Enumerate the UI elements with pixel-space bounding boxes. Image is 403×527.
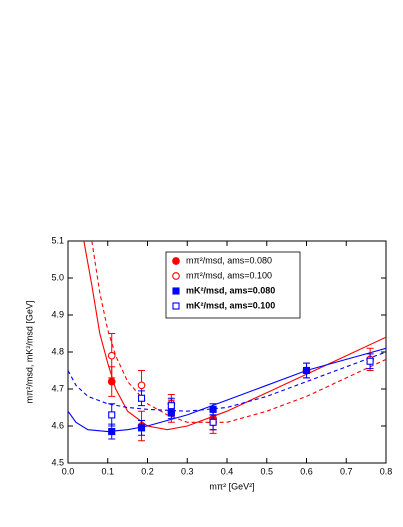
legend-marker <box>172 302 180 310</box>
x-axis-title: mπ² [GeV²] <box>209 481 254 491</box>
fit-line <box>91 241 386 423</box>
x-tick-label: 0.2 <box>141 466 154 476</box>
x-tick-label: 0.6 <box>300 466 313 476</box>
legend-label: mK²/msd, ams=0.080 <box>186 285 275 295</box>
y-tick-label: 4.7 <box>51 383 64 393</box>
y-tick-label: 5.1 <box>51 235 64 245</box>
y-tick-label: 5.0 <box>51 272 64 282</box>
marker <box>137 381 146 390</box>
x-tick-label: 0.0 <box>62 466 75 476</box>
legend-marker <box>172 287 180 295</box>
marker <box>137 424 146 432</box>
y-axis-title: mπ²/msd, mK²/msd [GeV] <box>24 301 34 404</box>
legend-label: mK²/msd, ams=0.100 <box>186 300 275 310</box>
fit-line <box>83 241 386 431</box>
marker <box>107 351 116 360</box>
fit-line <box>68 347 386 433</box>
y-tick-label: 4.9 <box>51 309 64 319</box>
marker <box>108 411 116 419</box>
x-tick-label: 0.3 <box>181 466 194 476</box>
marker <box>366 357 374 365</box>
y-tick-label: 4.6 <box>51 420 64 430</box>
marker <box>302 366 311 375</box>
legend-box <box>165 251 301 319</box>
y-tick-label: 4.8 <box>51 346 64 356</box>
marker <box>107 377 116 386</box>
marker <box>108 427 116 436</box>
y-tick-label: 4.5 <box>51 457 64 467</box>
x-tick-label: 0.8 <box>380 466 393 476</box>
marker <box>209 405 217 413</box>
marker <box>209 418 217 426</box>
plot-area <box>68 241 386 433</box>
x-tick-label: 0.5 <box>260 466 273 476</box>
legend-marker <box>172 272 180 280</box>
marker <box>137 394 146 402</box>
x-tick-label: 0.7 <box>340 466 353 476</box>
x-tick-label: 0.1 <box>101 466 114 476</box>
x-tick-label: 0.4 <box>221 466 234 476</box>
marker <box>167 402 175 410</box>
legend-label: mπ²/msd, ams=0.100 <box>186 270 272 280</box>
legend-label: mπ²/msd, ams=0.080 <box>186 255 272 265</box>
fit-line <box>68 351 386 412</box>
legend-marker <box>172 257 180 265</box>
